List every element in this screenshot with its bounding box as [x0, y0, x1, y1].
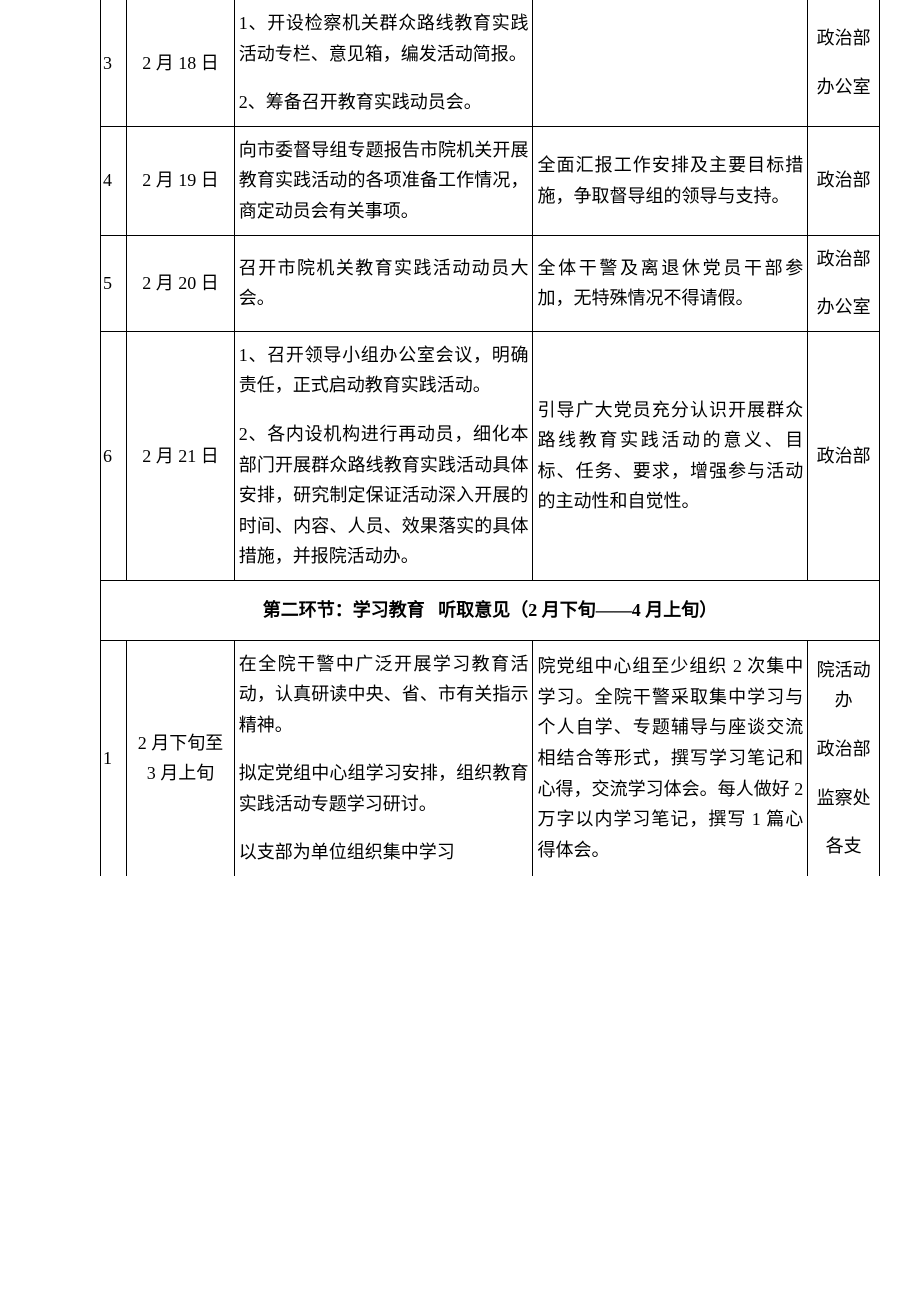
- content-para: 以支部为单位组织集中学习: [239, 837, 529, 868]
- row-note: 引导广大党员充分认识开展群众路线教育实践活动的意义、目标、任务、要求，增强参与活…: [533, 331, 808, 580]
- row-dept: 政治部: [808, 331, 880, 580]
- table-row: 6 2 月 21 日 1、召开领导小组办公室会议，明确责任，正式启动教育实践活动…: [101, 331, 880, 580]
- section-header: 第二环节：学习教育 听取意见（2 月下旬——4 月上旬）: [101, 580, 880, 640]
- row-content: 在全院干警中广泛开展学习教育活动，认真研读中央、省、市有关指示精神。 拟定党组中…: [234, 640, 533, 876]
- content-para: 2、各内设机构进行再动员，细化本部门开展群众路线教育实践活动具体安排，研究制定保…: [239, 419, 529, 572]
- table-row: 4 2 月 19 日 向市委督导组专题报告市院机关开展教育实践活动的各项准备工作…: [101, 126, 880, 235]
- content-para: 在全院干警中广泛开展学习教育活动，认真研读中央、省、市有关指示精神。: [239, 649, 529, 741]
- content-para: 召开市院机关教育实践活动动员大会。: [239, 253, 529, 314]
- content-para: 向市委督导组专题报告市院机关开展教育实践活动的各项准备工作情况，商定动员会有关事…: [239, 135, 529, 227]
- row-date: 2 月 21 日: [127, 331, 235, 580]
- row-dept: 政治部 办公室: [808, 235, 880, 331]
- table-body: 3 2 月 18 日 1、开设检察机关群众路线教育实践活动专栏、意见箱，编发活动…: [101, 0, 880, 876]
- row-note: [533, 0, 808, 126]
- row-index: 3: [101, 0, 127, 126]
- row-index: 1: [101, 640, 127, 876]
- dept-para: 监察处: [812, 783, 875, 814]
- schedule-table: 3 2 月 18 日 1、开设检察机关群众路线教育实践活动专栏、意见箱，编发活动…: [100, 0, 880, 876]
- document-page: 3 2 月 18 日 1、开设检察机关群众路线教育实践活动专栏、意见箱，编发活动…: [0, 0, 920, 876]
- row-date: 2 月 19 日: [127, 126, 235, 235]
- dept-para: 办公室: [812, 72, 875, 103]
- row-date: 2 月 20 日: [127, 235, 235, 331]
- dept-para: 政治部: [812, 734, 875, 765]
- dept-para: 院活动办: [812, 655, 875, 716]
- dept-para: 政治部: [812, 441, 875, 472]
- table-row: 1 2 月下旬至 3 月上旬 在全院干警中广泛开展学习教育活动，认真研读中央、省…: [101, 640, 880, 876]
- row-dept: 院活动办 政治部 监察处 各支: [808, 640, 880, 876]
- dept-para: 政治部: [812, 165, 875, 196]
- row-note: 院党组中心组至少组织 2 次集中学习。全院干警采取集中学习与个人自学、专题辅导与…: [533, 640, 808, 876]
- section-header-row: 第二环节：学习教育 听取意见（2 月下旬——4 月上旬）: [101, 580, 880, 640]
- content-para: 拟定党组中心组学习安排，组织教育实践活动专题学习研讨。: [239, 758, 529, 819]
- row-index: 6: [101, 331, 127, 580]
- row-note: 全体干警及离退休党员干部参加，无特殊情况不得请假。: [533, 235, 808, 331]
- dept-para: 政治部: [812, 23, 875, 54]
- table-row: 5 2 月 20 日 召开市院机关教育实践活动动员大会。 全体干警及离退休党员干…: [101, 235, 880, 331]
- row-date: 2 月下旬至 3 月上旬: [127, 640, 235, 876]
- row-note: 全面汇报工作安排及主要目标措施，争取督导组的领导与支持。: [533, 126, 808, 235]
- row-dept: 政治部 办公室: [808, 0, 880, 126]
- row-dept: 政治部: [808, 126, 880, 235]
- row-content: 召开市院机关教育实践活动动员大会。: [234, 235, 533, 331]
- table-row: 3 2 月 18 日 1、开设检察机关群众路线教育实践活动专栏、意见箱，编发活动…: [101, 0, 880, 126]
- row-content: 1、召开领导小组办公室会议，明确责任，正式启动教育实践活动。 2、各内设机构进行…: [234, 331, 533, 580]
- row-index: 4: [101, 126, 127, 235]
- row-index: 5: [101, 235, 127, 331]
- content-para: 2、筹备召开教育实践动员会。: [239, 87, 529, 118]
- dept-para: 办公室: [812, 292, 875, 323]
- row-content: 向市委督导组专题报告市院机关开展教育实践活动的各项准备工作情况，商定动员会有关事…: [234, 126, 533, 235]
- row-date: 2 月 18 日: [127, 0, 235, 126]
- row-content: 1、开设检察机关群众路线教育实践活动专栏、意见箱，编发活动简报。 2、筹备召开教…: [234, 0, 533, 126]
- dept-para: 政治部: [812, 244, 875, 275]
- content-para: 1、开设检察机关群众路线教育实践活动专栏、意见箱，编发活动简报。: [239, 8, 529, 69]
- content-para: 1、召开领导小组办公室会议，明确责任，正式启动教育实践活动。: [239, 340, 529, 401]
- dept-para: 各支: [812, 831, 875, 862]
